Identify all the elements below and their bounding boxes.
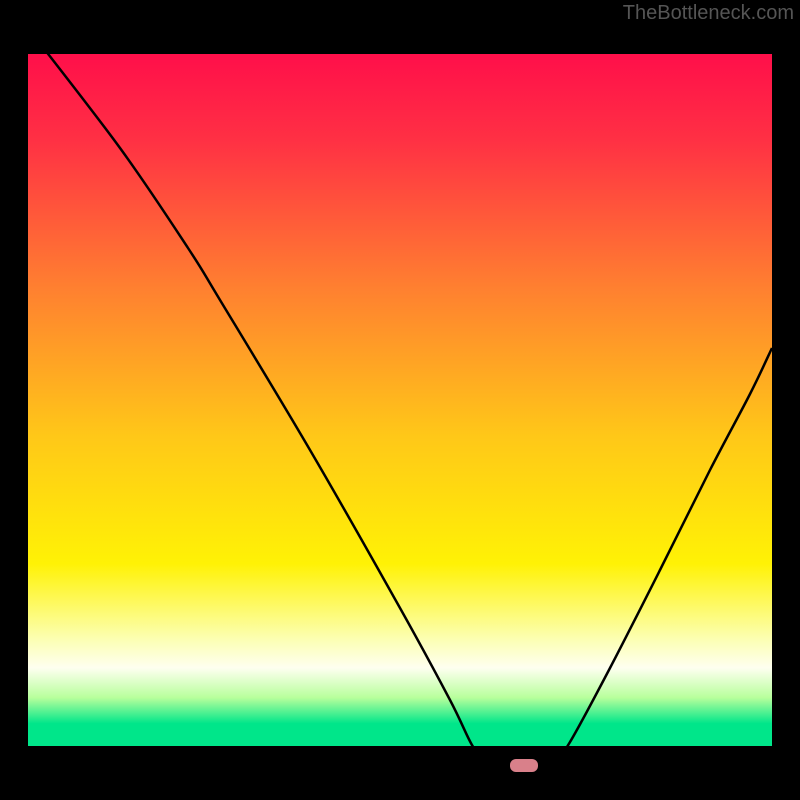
chart-container: TheBottleneck.com xyxy=(0,0,800,800)
watermark-text: TheBottleneck.com xyxy=(623,2,794,25)
bottleneck-chart xyxy=(0,0,800,800)
optimal-marker xyxy=(510,759,538,772)
chart-background xyxy=(28,28,772,772)
